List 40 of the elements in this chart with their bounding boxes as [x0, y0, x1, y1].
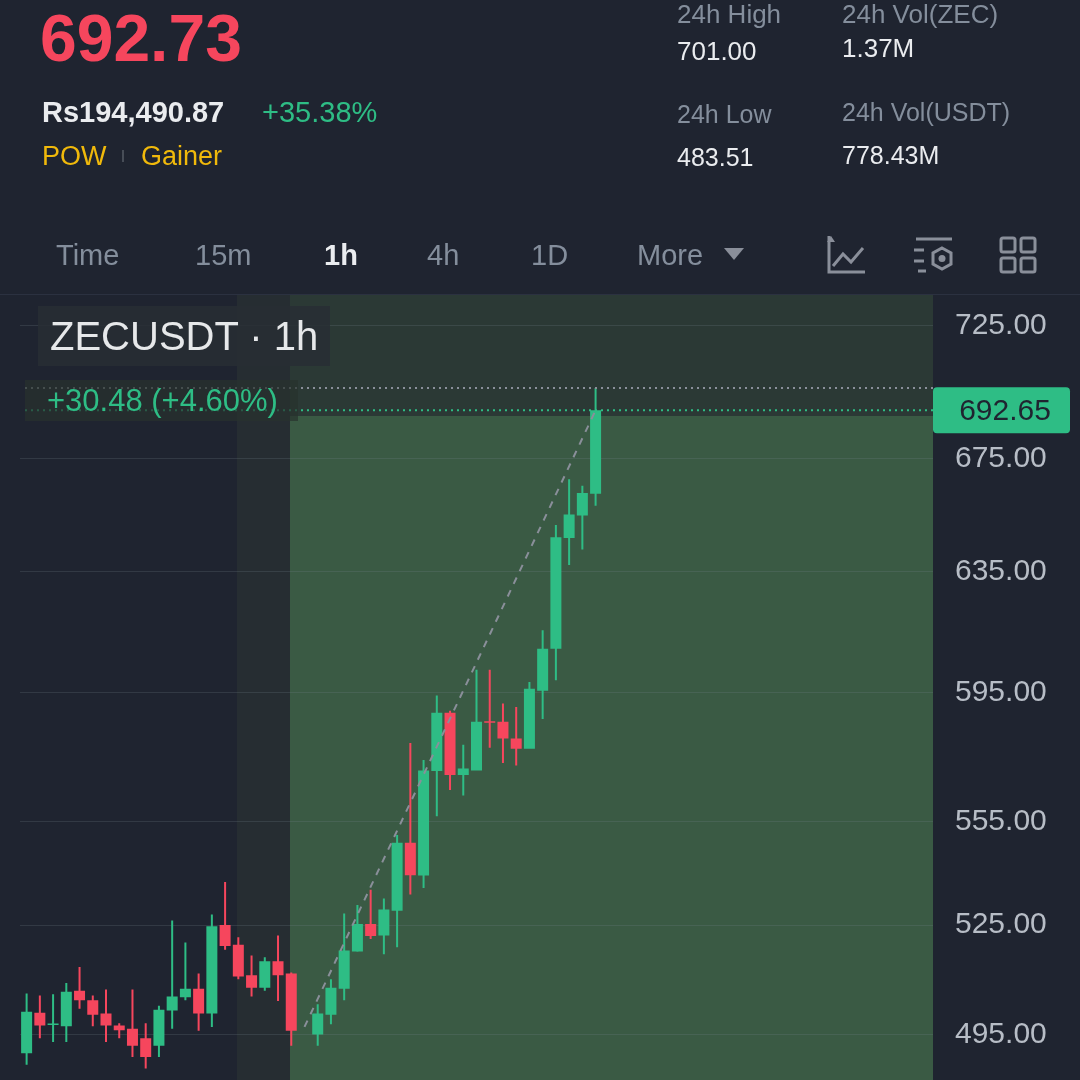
candlestick	[404, 742, 416, 895]
candlestick	[484, 669, 496, 748]
text: 692.73	[40, 1, 242, 75]
text: Gainer	[141, 141, 223, 171]
y-tick-label: 635.00	[955, 552, 1047, 586]
candlestick	[457, 744, 469, 796]
y-tick-label: 725.00	[955, 306, 1047, 340]
candlestick	[272, 935, 284, 1001]
candlestick	[87, 995, 99, 1027]
text: 24h Vol(USDT)	[842, 98, 1011, 126]
text: +35.38%	[262, 96, 378, 128]
text: More	[637, 239, 704, 271]
text: 483.51	[677, 143, 754, 171]
text: 24h Low	[677, 100, 772, 128]
candlestick	[563, 479, 575, 566]
text: Time	[56, 239, 120, 271]
text: 4h	[427, 239, 460, 271]
y-tick-label: 675.00	[955, 439, 1047, 473]
candlestick	[510, 707, 522, 766]
text: ZECUSDT · 1h	[38, 306, 331, 366]
text: 701.00	[677, 36, 757, 66]
text: 1h	[324, 239, 358, 271]
y-tick-label: 495.00	[955, 1015, 1047, 1049]
ref-line-label: 692.65	[959, 392, 1051, 426]
annotation: +30.48 (+4.60%)	[25, 380, 298, 421]
text: 1.37M	[842, 33, 915, 63]
text: 1D	[531, 239, 569, 271]
text: 24h High	[677, 0, 782, 29]
y-tick-label: 525.00	[955, 906, 1047, 940]
candlestick	[113, 1023, 125, 1039]
text: 778.43M	[842, 141, 940, 169]
candlestick	[166, 920, 178, 1029]
candlestick	[246, 955, 258, 997]
y-tick-label: 555.00	[955, 803, 1047, 837]
candlestick	[47, 994, 59, 1042]
text: 15m	[195, 239, 252, 271]
text: POW	[42, 141, 107, 171]
y-tick-label: 595.00	[955, 673, 1047, 707]
text: 24h Vol(ZEC)	[842, 0, 999, 29]
text: Rs194,490.87	[42, 96, 225, 128]
